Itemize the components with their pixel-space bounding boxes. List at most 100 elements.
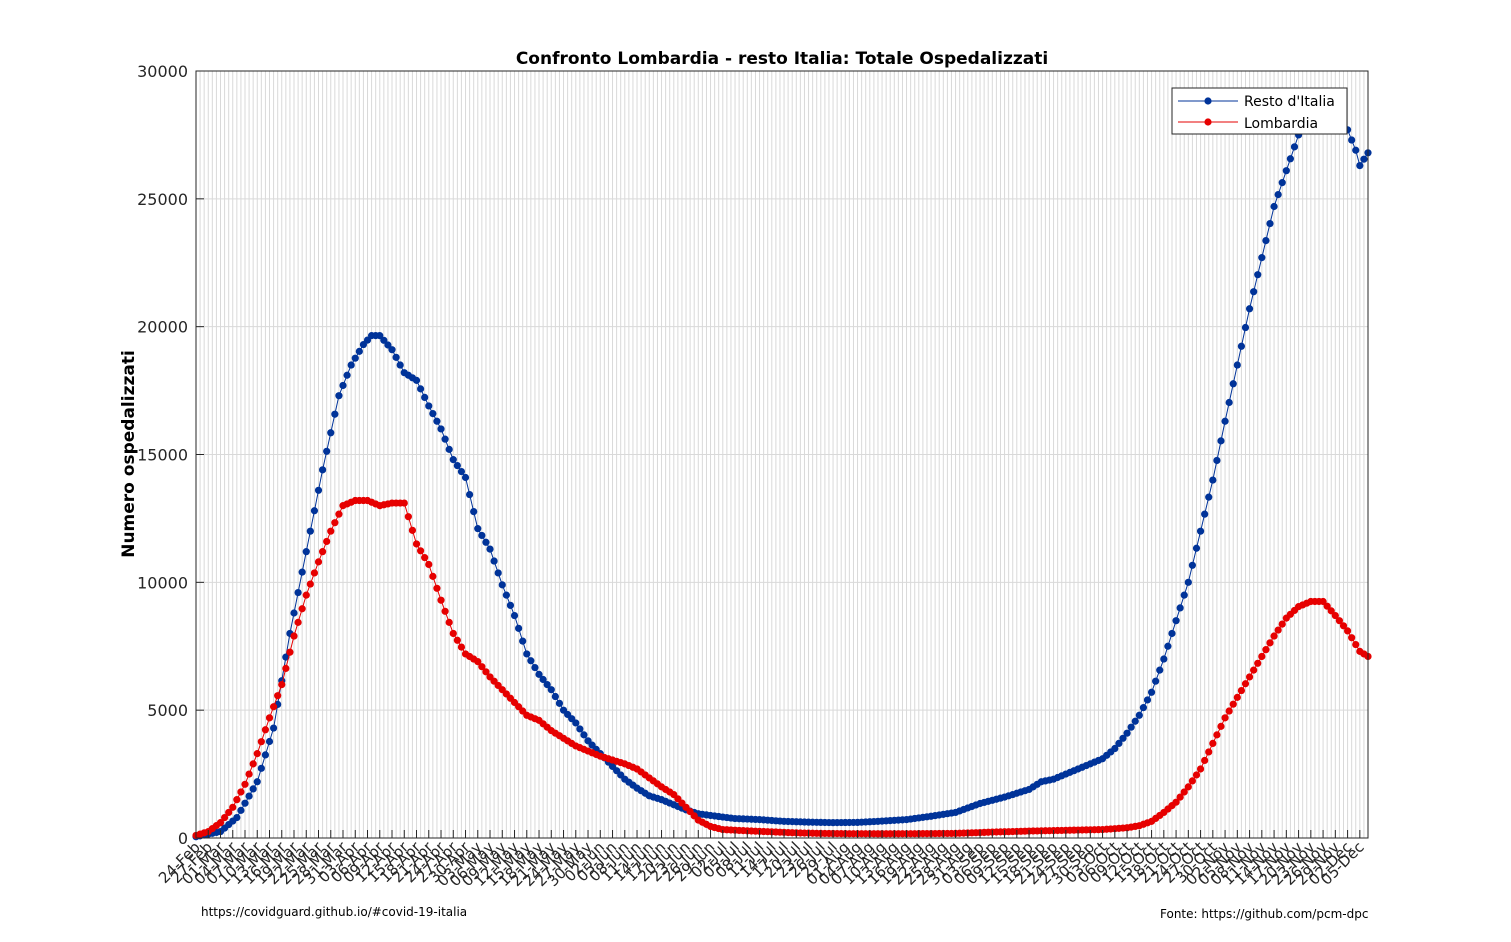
data-point-resto-italia [441,435,449,443]
data-point-resto-italia [543,681,551,689]
data-point-resto-italia [241,799,249,807]
data-point-lombardia [314,558,323,566]
data-point-resto-italia [245,792,253,800]
data-point-lombardia [245,770,253,778]
data-point-lombardia [306,580,314,588]
data-point-resto-italia [1152,677,1160,685]
y-tick-label: 0 [178,829,188,848]
data-point-resto-italia [1270,202,1278,211]
data-point-lombardia [1221,714,1229,722]
data-point-resto-italia [1176,604,1184,612]
data-point-resto-italia [331,410,339,418]
data-point-resto-italia [1196,527,1205,535]
data-point-lombardia [429,572,437,580]
data-point-resto-italia [576,725,584,733]
legend-marker-resto [1204,97,1212,105]
series-resto-italia [192,90,1372,841]
data-point-resto-italia [1233,361,1241,369]
data-point-resto-italia [1156,666,1164,674]
data-point-resto-italia [1286,155,1295,163]
legend-marker-lombardia [1204,118,1212,126]
data-point-resto-italia [318,466,327,474]
data-point-resto-italia [1139,704,1147,712]
data-point-lombardia [318,548,327,556]
data-point-lombardia [278,681,286,689]
data-point-resto-italia [282,653,290,661]
data-point-lombardia [233,796,241,804]
data-point-lombardia [286,648,294,656]
legend-label-lombardia: Lombardia [1244,116,1318,132]
data-point-resto-italia [306,527,314,535]
data-point-resto-italia [376,332,384,340]
data-point-resto-italia [1168,629,1176,638]
data-point-resto-italia [425,402,433,410]
data-point-lombardia [474,657,482,666]
data-point-lombardia [1274,626,1282,634]
data-point-lombardia [1331,611,1339,620]
data-point-resto-italia [249,785,257,793]
data-point-lombardia [1192,771,1201,779]
data-point-resto-italia [1241,323,1250,332]
data-point-resto-italia [412,376,421,384]
data-point-resto-italia [1290,143,1299,151]
data-point-lombardia [1241,680,1250,688]
data-point-resto-italia [539,675,547,684]
footer-source-link[interactable]: https://covidguard.github.io/#covid-19-i… [201,905,468,919]
data-point-lombardia [1205,748,1213,756]
data-point-lombardia [457,643,466,651]
y-tick-label: 25000 [137,190,188,209]
data-point-lombardia [290,632,298,640]
data-point-resto-italia [384,341,392,349]
data-point-resto-italia [1221,417,1229,425]
y-tick-label: 30000 [137,62,188,81]
data-point-resto-italia [1143,696,1152,704]
data-point-lombardia [237,788,245,796]
data-point-lombardia [1201,756,1209,765]
data-point-lombardia [1327,607,1335,615]
data-point-lombardia [400,499,408,507]
data-point-resto-italia [1201,510,1209,518]
data-point-lombardia [294,618,302,626]
series-layer [192,90,1372,841]
data-point-lombardia [1278,620,1286,628]
data-point-resto-italia [547,686,555,694]
data-point-lombardia [1176,793,1184,801]
data-point-lombardia [1266,639,1274,647]
data-point-resto-italia [1111,744,1119,753]
data-point-resto-italia [314,486,323,494]
data-point-resto-italia [551,692,559,701]
data-point-lombardia [220,813,229,822]
data-point-lombardia [1270,632,1278,640]
data-point-lombardia [453,636,461,644]
legend: Resto d'Italia Lombardia [1171,87,1348,135]
data-point-resto-italia [1360,155,1368,163]
data-point-resto-italia [470,508,478,516]
data-point-lombardia [229,803,237,811]
data-point-resto-italia [474,525,482,533]
data-point-resto-italia [1266,219,1274,228]
data-point-resto-italia [335,392,343,400]
data-point-lombardia [335,510,343,518]
data-point-resto-italia [1131,717,1139,725]
data-point-resto-italia [453,461,461,470]
data-point-resto-italia [1160,655,1168,663]
data-point-resto-italia [1250,288,1258,296]
data-point-lombardia [1262,646,1270,654]
data-point-resto-italia [1180,591,1188,599]
data-point-resto-italia [494,569,502,577]
data-point-lombardia [249,760,257,768]
data-point-resto-italia [1352,146,1360,154]
data-point-lombardia [1319,597,1327,606]
data-point-lombardia [1343,627,1352,635]
data-point-resto-italia [1356,162,1364,170]
x-axis: 24-Feb27-Feb01-Mar04-Mar07-Mar10-Mar13-M… [155,830,1368,890]
data-point-lombardia [1213,731,1221,739]
data-point-lombardia [1339,622,1348,630]
data-point-resto-italia [1135,711,1143,719]
data-point-lombardia [412,540,421,548]
data-point-resto-italia [1348,136,1356,144]
data-point-resto-italia [302,548,310,556]
data-point-resto-italia [490,557,498,565]
data-point-resto-italia [1282,167,1290,175]
